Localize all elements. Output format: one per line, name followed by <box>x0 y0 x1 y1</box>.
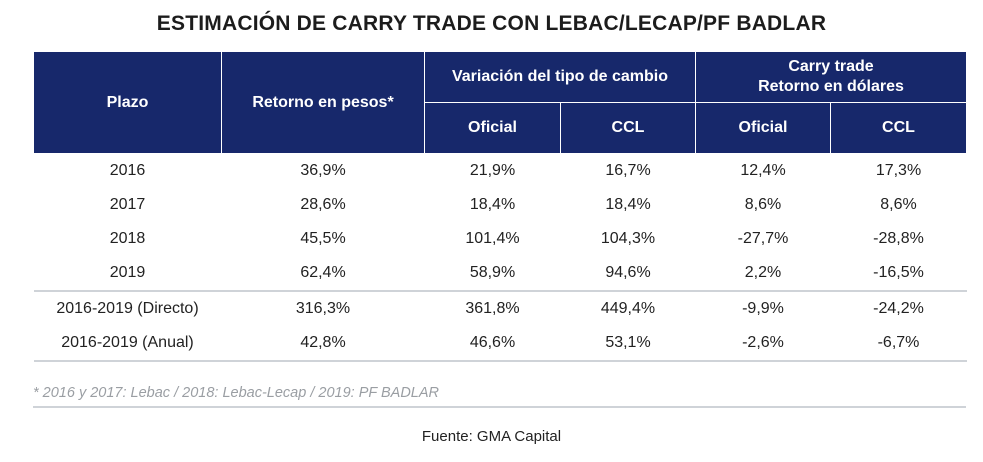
cell-carry-oficial: -9,9% <box>695 290 831 326</box>
cell-plazo: 2017 <box>109 196 146 213</box>
cell-carry-oficial: 12,4% <box>740 162 786 179</box>
cell-variacion-ccl: 18,4% <box>605 196 651 213</box>
header-retorno-pesos: Retorno en pesos* <box>221 51 425 154</box>
cell-carry-ccl: -28,8% <box>873 230 924 247</box>
cell-retorno-pesos: 28,6% <box>300 196 346 213</box>
table-row: 2019 62,4% 58,9% 94,6% 2,2% -16,5% <box>34 256 967 291</box>
cell-variacion-oficial: 101,4% <box>465 230 520 247</box>
cell-carry-oficial: -2,6% <box>695 326 831 362</box>
cell-carry-ccl: -16,5% <box>873 264 924 281</box>
source-note: Fuente: GMA Capital <box>421 428 562 445</box>
cell-variacion-ccl: 53,1% <box>560 326 696 362</box>
cell-plazo: 2016 <box>109 162 146 179</box>
cell-variacion-oficial: 18,4% <box>469 196 516 213</box>
table-body: 2016 36,9% 21,9% 16,7% 12,4% 17,3% 2017 28,6% 18… <box>33 154 967 362</box>
header-variacion-oficial: Oficial <box>424 102 561 154</box>
cell-variacion-ccl: 16,7% <box>605 162 651 179</box>
cell-carry-ccl: 8,6% <box>880 196 917 213</box>
cell-retorno-pesos: 36,9% <box>300 162 346 179</box>
cell-retorno-pesos: 45,5% <box>300 230 346 247</box>
cell-retorno-pesos: 42,8% <box>221 326 425 362</box>
cell-carry-oficial: 2,2% <box>744 264 782 281</box>
cell-retorno-pesos: 62,4% <box>300 264 346 281</box>
header-variacion-tipo-cambio: Variación del tipo de cambio <box>424 51 696 103</box>
table-row: 2016 36,9% 21,9% 16,7% 12,4% 17,3% <box>34 154 967 189</box>
cell-carry-ccl: -6,7% <box>830 326 967 362</box>
cell-plazo: 2016-2019 (Anual) <box>33 326 222 362</box>
header-carry-trade: Carry trade Retorno en dólares <box>695 51 967 103</box>
cell-carry-ccl: -24,2% <box>830 290 967 326</box>
cell-variacion-oficial: 361,8% <box>424 290 561 326</box>
carry-trade-table-container: Plazo Retorno en pesos* Variación del ti… <box>33 51 967 362</box>
table-row: 2016-2019 (Directo) 316,3% 361,8% 449,4% -9,… <box>33 290 967 326</box>
cell-variacion-ccl: 104,3% <box>600 230 656 247</box>
cell-carry-oficial: 8,6% <box>744 196 782 213</box>
cell-variacion-ccl: 449,4% <box>560 290 696 326</box>
cell-variacion-ccl: 94,6% <box>605 264 651 281</box>
cell-retorno-pesos: 316,3% <box>221 290 425 326</box>
cell-carry-ccl: 17,3% <box>875 162 922 179</box>
header-carry-ccl: CCL <box>830 102 967 154</box>
cell-plazo: 2018 <box>109 230 146 247</box>
carry-trade-table: Plazo Retorno en pesos* Variación del ti… <box>33 51 967 362</box>
header-carry-trade-line1: Carry trade <box>788 58 874 75</box>
header-plazo: Plazo <box>33 51 222 154</box>
cell-plazo: 2016-2019 (Directo) <box>33 290 222 326</box>
header-carry-trade-line2: Retorno en dólares <box>758 78 904 95</box>
footnote: * 2016 y 2017: Lebac / 2018: Lebac-Lecap… <box>33 385 966 408</box>
header-variacion-ccl: CCL <box>560 102 696 154</box>
cell-carry-oficial: -27,7% <box>737 230 789 247</box>
table-title: ESTIMACIÓN DE CARRY TRADE CON LEBAC/LECA… <box>156 12 827 35</box>
cell-plazo: 2019 <box>109 264 146 281</box>
cell-variacion-oficial: 21,9% <box>469 162 516 179</box>
cell-variacion-oficial: 46,6% <box>424 326 561 362</box>
header-carry-oficial: Oficial <box>695 102 831 154</box>
table-row: 2017 28,6% 18,4% 18,4% 8,6% 8,6% <box>34 188 967 222</box>
table-row: 2018 45,5% 101,4% 104,3% -27,7% -28,8% <box>34 222 967 256</box>
table-row: 2016-2019 (Anual) 42,8% 46,6% 53,1% -2,6% -6,… <box>33 326 967 362</box>
cell-variacion-oficial: 58,9% <box>469 264 516 281</box>
